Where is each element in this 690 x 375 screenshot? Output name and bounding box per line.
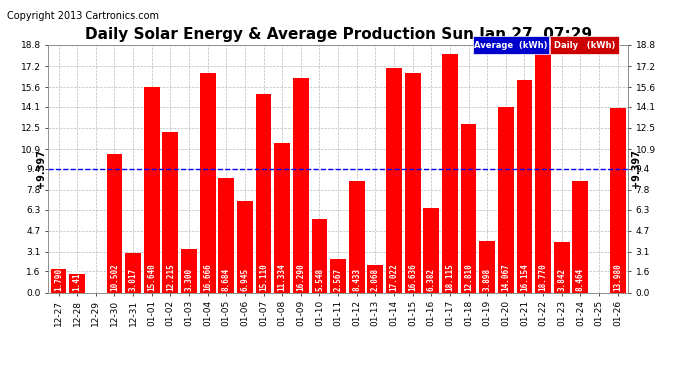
Text: 1.790: 1.790 [54, 267, 63, 291]
Text: 12.215: 12.215 [166, 263, 175, 291]
Text: Copyright 2013 Cartronics.com: Copyright 2013 Cartronics.com [7, 11, 159, 21]
Text: 16.290: 16.290 [296, 263, 306, 291]
Bar [535, 45, 551, 292]
Text: 12.810: 12.810 [464, 263, 473, 291]
Text: Daily   (kWh): Daily (kWh) [554, 40, 615, 50]
Bar [312, 219, 327, 292]
Bar [50, 269, 66, 292]
Text: 5.548: 5.548 [315, 267, 324, 291]
Text: 3.300: 3.300 [184, 267, 193, 291]
Title: Daily Solar Energy & Average Production Sun Jan 27  07:29: Daily Solar Energy & Average Production … [85, 27, 591, 42]
Text: 3.898: 3.898 [483, 267, 492, 291]
Text: +9.397: +9.397 [631, 149, 641, 188]
Bar [461, 124, 477, 292]
Text: 3.842: 3.842 [558, 267, 566, 291]
Text: 18.770: 18.770 [539, 263, 548, 291]
Bar [405, 74, 421, 292]
Text: 16.154: 16.154 [520, 263, 529, 291]
Text: 8.684: 8.684 [221, 267, 230, 291]
Text: 3.017: 3.017 [128, 267, 137, 291]
Text: Average  (kWh): Average (kWh) [474, 40, 547, 50]
Bar [69, 274, 85, 292]
Bar [424, 209, 440, 292]
Text: 2.068: 2.068 [371, 267, 380, 291]
Text: 14.067: 14.067 [502, 263, 511, 291]
Bar [480, 241, 495, 292]
Bar [199, 73, 215, 292]
Text: 1.410: 1.410 [72, 267, 81, 291]
Text: +9.397: +9.397 [35, 149, 46, 188]
Bar [162, 132, 178, 292]
Bar [517, 80, 533, 292]
Bar [498, 107, 514, 292]
Bar [349, 182, 364, 292]
Text: 2.567: 2.567 [333, 267, 343, 291]
Bar [255, 94, 271, 292]
Text: 13.980: 13.980 [613, 263, 622, 291]
Bar [218, 178, 234, 292]
Bar [331, 259, 346, 292]
Text: 18.115: 18.115 [446, 263, 455, 291]
Text: 16.666: 16.666 [203, 263, 212, 291]
Bar [237, 201, 253, 292]
Text: 11.334: 11.334 [277, 263, 286, 291]
Bar [274, 143, 290, 292]
Bar [368, 265, 383, 292]
Bar [106, 154, 122, 292]
Bar [554, 242, 570, 292]
Bar [293, 78, 308, 292]
Text: 6.382: 6.382 [427, 267, 436, 291]
Bar [144, 87, 159, 292]
Bar [386, 68, 402, 292]
Bar [573, 181, 589, 292]
Bar [610, 108, 626, 292]
Bar [181, 249, 197, 292]
Bar [125, 253, 141, 292]
Text: 17.022: 17.022 [390, 263, 399, 291]
Text: 15.110: 15.110 [259, 263, 268, 291]
Text: 8.433: 8.433 [352, 267, 362, 291]
Text: 10.502: 10.502 [110, 263, 119, 291]
Text: 6.945: 6.945 [240, 267, 249, 291]
Bar [442, 54, 458, 292]
Text: 8.464: 8.464 [576, 267, 585, 291]
Text: 15.640: 15.640 [147, 263, 156, 291]
Text: 16.636: 16.636 [408, 263, 417, 291]
